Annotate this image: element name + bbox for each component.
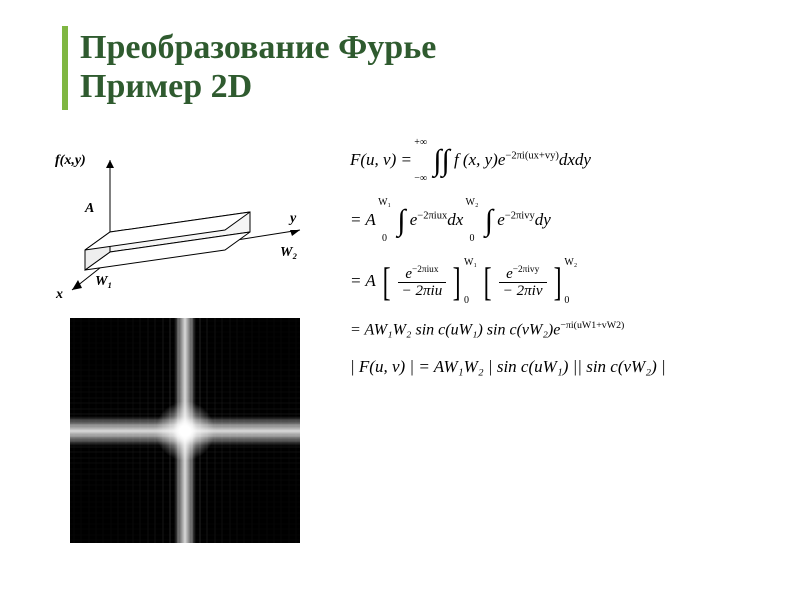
spectrum-hline — [70, 435, 300, 437]
spectrum-hline — [70, 353, 300, 355]
label-W1: W₁ — [95, 274, 112, 289]
spectrum-hline — [70, 413, 300, 415]
spectrum-hline — [70, 534, 300, 536]
label-W2: W₂ — [280, 245, 297, 260]
equation-1: F(u, v) = +∞−∞ ∫∫ f (x, y)e−2πi(ux+vy)dx… — [350, 138, 790, 184]
spectrum-hline — [70, 484, 300, 486]
spectrum-hline — [70, 325, 300, 327]
equation-5: | F(u, v) | = AW₁W₂ | sin c(uW₁) || sin … — [350, 357, 790, 377]
spectrum-hline — [70, 457, 300, 459]
spectrum-hline — [70, 391, 300, 393]
fourier-spectrum-image — [70, 318, 300, 543]
integral-sign: ∫ — [441, 149, 449, 173]
spectrum-hline — [70, 402, 300, 404]
spectrum-hline — [70, 419, 300, 421]
spectrum-hline — [70, 495, 300, 497]
spectrum-hline — [70, 473, 300, 475]
spectrum-hline — [70, 517, 300, 519]
title-line-2: Пример 2D — [80, 67, 436, 106]
spectrum-hline — [70, 347, 300, 349]
spectrum-hline — [70, 479, 300, 481]
spectrum-hline — [70, 462, 300, 464]
left-bracket: [ — [383, 262, 391, 302]
spectrum-hline — [70, 451, 300, 453]
spectrum-hline — [70, 512, 300, 514]
spectrum-hline — [70, 468, 300, 470]
spectrum-hline — [70, 342, 300, 344]
spectrum-hline — [70, 424, 300, 426]
label-y: y — [288, 211, 297, 226]
label-fxy: f(x,y) — [55, 153, 86, 168]
spectrum-hline — [70, 320, 300, 322]
spectrum-hline — [70, 440, 300, 442]
title-line-1: Преобразование Фурье — [80, 28, 436, 67]
accent-bar — [62, 26, 68, 110]
equations-block: F(u, v) = +∞−∞ ∫∫ f (x, y)e−2πi(ux+vy)dx… — [350, 138, 790, 391]
spectrum-hline — [70, 336, 300, 338]
equation-2: = A W₁0 ∫ e−2πiuxdx W₂0 ∫ e−2πivydy — [350, 198, 790, 244]
spectrum-hline — [70, 528, 300, 530]
label-A: A — [84, 201, 94, 216]
integral-sign: ∫ — [485, 209, 493, 233]
spectrum-hline — [70, 446, 300, 448]
right-bracket: ] — [553, 262, 561, 302]
spectrum-hline — [70, 358, 300, 360]
spectrum-hline — [70, 523, 300, 525]
spectrum-hline — [70, 397, 300, 399]
integral-sign: ∫ — [397, 209, 405, 233]
left-bracket: [ — [484, 262, 492, 302]
spectrum-hline — [70, 490, 300, 492]
spectrum-hline — [70, 380, 300, 382]
right-bracket: ] — [453, 262, 461, 302]
spectrum-hline — [70, 539, 300, 541]
spectrum-hline — [70, 375, 300, 377]
left-column: f(x,y) y x A W₁ W₂ — [50, 150, 350, 543]
rect-function-3d-diagram: f(x,y) y x A W₁ W₂ — [50, 150, 330, 310]
spectrum-hline — [70, 408, 300, 410]
spectrum-hline — [70, 331, 300, 333]
equation-3: = A [ e−2πiux − 2πiu ] W₁0 [ e−2πivy − 2… — [350, 258, 790, 306]
spectrum-hline — [70, 506, 300, 508]
spectrum-hline — [70, 501, 300, 503]
label-x: x — [55, 287, 63, 302]
spectrum-hline — [70, 364, 300, 366]
equation-4: = AW₁W₂ sin c(uW₁) sin c(vW₂)e−πi(uW1+vW… — [350, 320, 790, 339]
slide-title: Преобразование Фурье Пример 2D — [80, 28, 436, 106]
spectrum-hline — [70, 386, 300, 388]
spectrum-hline — [70, 369, 300, 371]
